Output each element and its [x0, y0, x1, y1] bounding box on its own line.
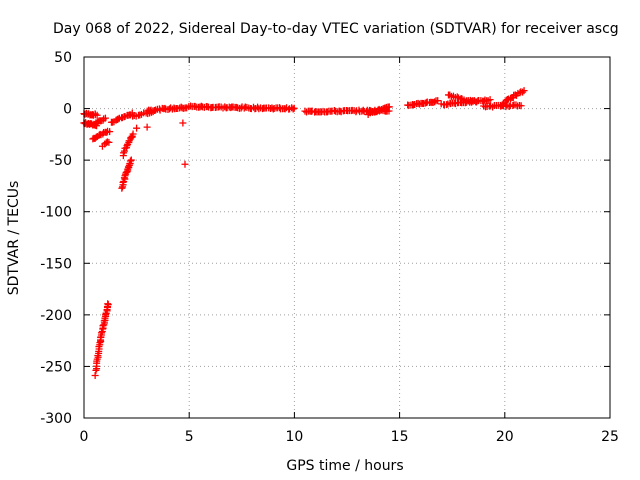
plot-frame: [83, 56, 611, 419]
y-tick-label: -200: [40, 308, 72, 324]
data-point-isolated-3: [179, 119, 187, 127]
data-point-early-flat-3: [101, 114, 109, 122]
data-point-isolated-2: [143, 123, 151, 131]
data-point-end-flat: [505, 102, 513, 110]
data-points: [80, 87, 528, 379]
data-point-steep-low: [91, 371, 99, 379]
grid-lines: [84, 57, 610, 418]
x-tick-label: 5: [185, 429, 194, 445]
x-axis-title: GPS time / hours: [286, 458, 403, 474]
data-point-isolated-1: [133, 124, 141, 132]
data-point-rise-mid-2: [129, 130, 137, 138]
data-point-hump-17-19-b: [453, 93, 461, 101]
data-point-hump-17-19: [486, 96, 494, 104]
y-tick-label: -250: [40, 359, 72, 375]
x-tick-label: 20: [496, 429, 514, 445]
data-point-steep-low: [104, 300, 112, 308]
y-tick-label: -150: [40, 256, 72, 272]
x-tick-label: 15: [391, 429, 409, 445]
y-tick-label: 50: [54, 50, 72, 66]
x-tick-label: 0: [80, 429, 89, 445]
y-tick-label: -300: [40, 411, 72, 427]
data-point-flat-5-10: [289, 105, 297, 113]
data-point-drop-1: [106, 128, 114, 136]
y-axis-title: SDTVAR / TECUs: [6, 181, 22, 296]
data-point-hump-17-19-b: [472, 98, 480, 106]
data-point-end-flat: [517, 102, 525, 110]
data-point-rise-mid: [126, 157, 134, 165]
y-tick-label: -50: [49, 153, 72, 169]
data-point-approach-zero: [114, 115, 122, 123]
data-point-rise-mid: [127, 156, 135, 164]
x-axis-ticks: 0 5 10 15 20 25: [80, 57, 619, 445]
data-point-spread-14: [376, 106, 384, 114]
data-point-rise-mid: [118, 184, 126, 192]
data-point-rise-15-17: [434, 97, 442, 105]
data-point-hump-17-19-b: [446, 91, 454, 99]
data-point-steep-low: [98, 329, 106, 337]
chart-title: Day 068 of 2022, Sidereal Day-to-day VTE…: [53, 21, 619, 37]
data-point-spread-14: [385, 103, 393, 111]
data-point-end-rise: [520, 87, 528, 95]
y-tick-label: 0: [63, 102, 72, 118]
y-tick-label: -100: [40, 205, 72, 221]
data-point-flat-5-10: [290, 104, 298, 112]
x-tick-label: 10: [285, 429, 303, 445]
data-point-isolated-4: [181, 160, 189, 168]
y-axis-ticks: 50 0 -50 -100 -150 -200 -250 -300: [40, 50, 610, 427]
data-point-rise-mid: [124, 163, 132, 171]
data-point-early-flat: [93, 111, 101, 119]
x-tick-label: 25: [601, 429, 619, 445]
data-point-drop-2: [105, 138, 113, 146]
data-point-rise-15-17: [431, 98, 439, 106]
data-point-end-rise: [519, 88, 527, 96]
data-point-rise-mid-2: [120, 149, 128, 157]
